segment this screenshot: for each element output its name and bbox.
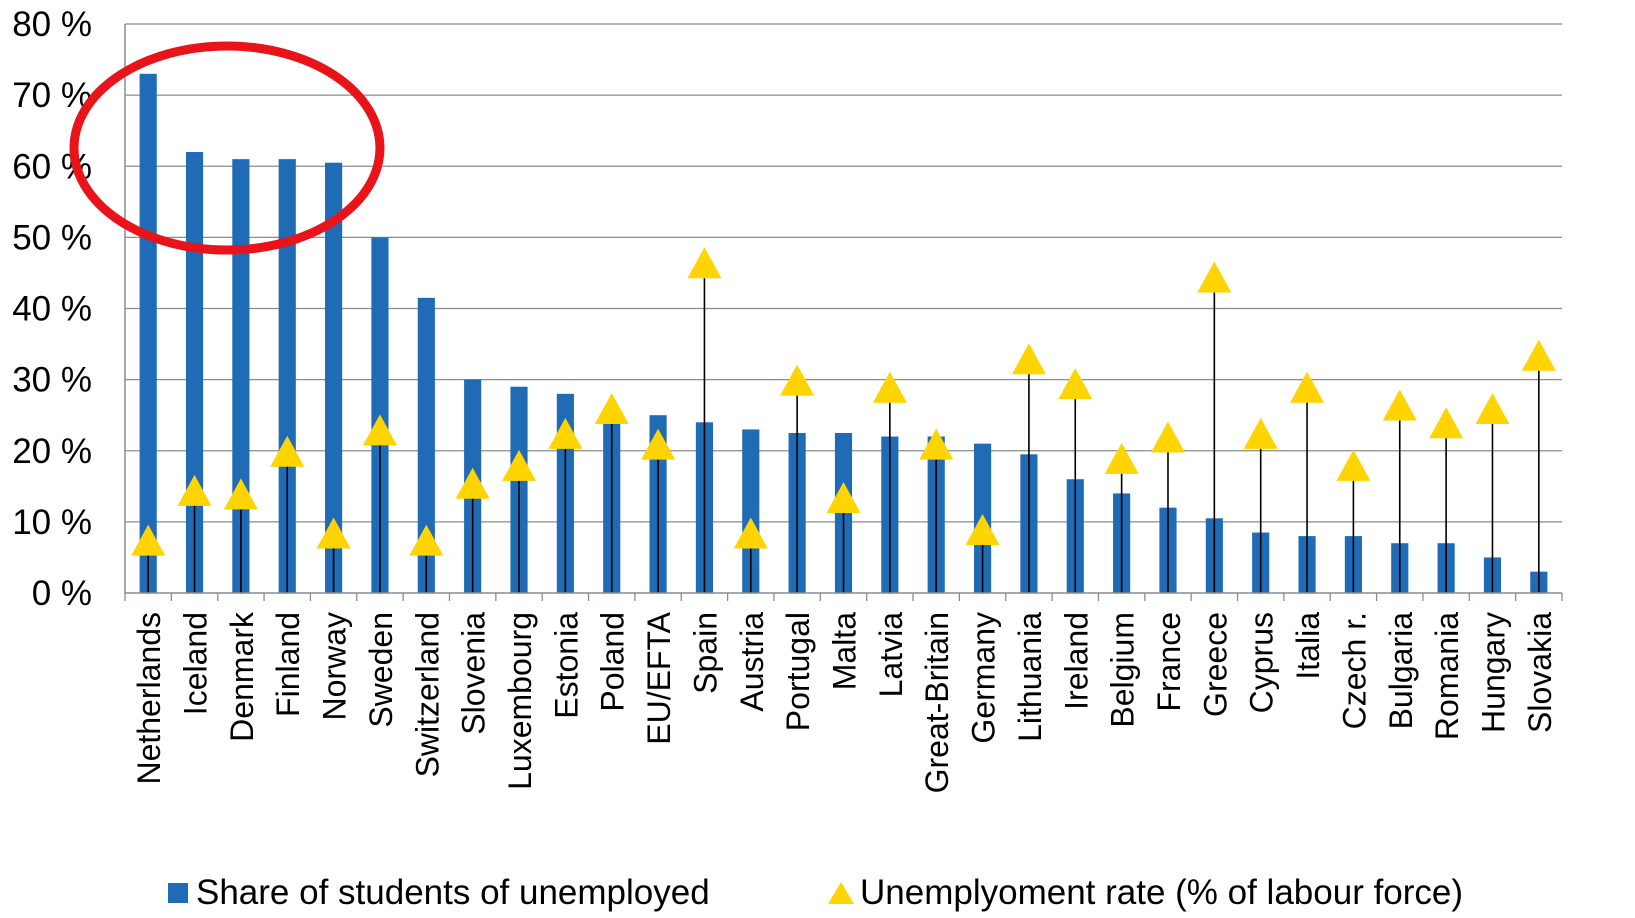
x-tick-label: Estonia	[548, 612, 584, 719]
triangle-marker	[1058, 368, 1093, 400]
legend-label-bars: Share of students of unemployed	[196, 873, 710, 912]
triangle-marker	[1011, 343, 1046, 375]
bar	[278, 159, 296, 593]
triangle-marker	[687, 247, 722, 279]
triangle-marker	[455, 467, 490, 499]
triangle-marker	[1336, 449, 1371, 481]
x-axis: Netherlands Iceland Denmark Finland Norway Sw…	[124, 592, 1563, 793]
x-tick-label: Cyprus	[1244, 612, 1280, 713]
triangle-marker	[965, 513, 1000, 545]
x-tick-label: EU/EFTA	[641, 611, 677, 744]
y-tick-label: 40 %	[12, 290, 92, 329]
bar	[139, 73, 157, 594]
x-tick-label: Spain	[687, 612, 723, 694]
y-tick-label: 30 %	[12, 361, 92, 400]
triangle-marker	[1521, 339, 1556, 371]
triangle-marker	[733, 517, 768, 549]
x-tick-label: Iceland	[178, 612, 214, 715]
square-icon	[168, 883, 188, 903]
triangle-marker	[826, 481, 861, 513]
triangle-marker	[270, 435, 305, 467]
triangle-marker	[362, 414, 397, 446]
legend-item-bars: Share of students of unemployed	[168, 868, 710, 918]
triangle-marker	[1382, 389, 1417, 421]
y-tick-label: 80 %	[12, 5, 92, 44]
x-tick-label: Greece	[1197, 612, 1233, 717]
triangle-marker	[131, 524, 166, 556]
triangle-marker	[1475, 393, 1510, 425]
triangle-marker	[316, 517, 351, 549]
x-tick-label: Portugal	[780, 612, 816, 731]
x-tick-label: Great-Britain	[919, 612, 955, 793]
x-tick-label: Czech r.	[1336, 612, 1372, 729]
x-tick-label: Romania	[1429, 612, 1465, 740]
bar	[742, 429, 760, 593]
highlight-ellipse	[69, 41, 385, 255]
x-tick-label: Netherlands	[131, 612, 167, 785]
y-tick-label: 50 %	[12, 218, 92, 257]
triangle-marker	[1429, 407, 1464, 439]
bar	[417, 297, 435, 593]
x-tick-label: Slovakia	[1522, 612, 1558, 733]
x-tick-label: Denmark	[224, 611, 260, 742]
x-tick-label: Ireland	[1058, 612, 1094, 710]
x-tick-label: Norway	[317, 612, 353, 720]
triangle-marker	[502, 449, 537, 481]
x-tick-label: Switzerland	[409, 612, 445, 777]
x-tick-label: Malta	[827, 612, 863, 690]
triangle-marker	[409, 524, 444, 556]
highlight-ellipse-shape	[69, 41, 385, 255]
legend-label-markers: Unemplyoment rate (% of labour force)	[860, 873, 1464, 912]
x-tick-label: Hungary	[1475, 612, 1511, 733]
triangle-icon	[828, 882, 854, 904]
x-tick-label: Italia	[1290, 612, 1326, 680]
y-tick-label: 70 %	[12, 76, 92, 115]
x-tick-label: France	[1151, 612, 1187, 712]
triangle-marker	[177, 474, 212, 506]
bar	[232, 159, 250, 593]
x-tick-label: Lithuania	[1012, 612, 1048, 742]
y-tick-label: 20 %	[12, 432, 92, 471]
triangle-marker	[1150, 421, 1185, 453]
triangle-marker	[1197, 261, 1232, 293]
x-tick-label: Slovenia	[456, 612, 492, 735]
x-tick-label: Latvia	[873, 612, 909, 698]
triangle-marker	[1290, 371, 1325, 403]
legend: Share of students of unemployed Unemplyo…	[0, 868, 1635, 918]
triangle-marker	[919, 428, 954, 460]
x-tick-label: Belgium	[1105, 612, 1141, 728]
bar	[325, 162, 343, 593]
triangle-marker	[872, 371, 907, 403]
triangle-marker	[780, 364, 815, 396]
x-tick-label: Germany	[966, 612, 1002, 744]
x-tick-label: Sweden	[363, 612, 399, 728]
triangle-marker	[548, 417, 583, 449]
x-tick-label: Luxembourg	[502, 612, 538, 790]
marker-series	[131, 247, 1556, 556]
gridlines	[125, 23, 1562, 523]
triangle-marker	[223, 478, 258, 510]
triangle-marker	[594, 393, 629, 425]
drop-lines	[147, 265, 1540, 593]
x-tick-label: Poland	[595, 612, 631, 712]
y-tick-label: 10 %	[12, 503, 92, 542]
x-tick-label: Finland	[270, 612, 306, 717]
y-tick-label: 0 %	[32, 574, 92, 613]
y-axis: 0 %10 %20 %30 %40 %50 %60 %70 %80 %	[12, 5, 126, 613]
triangle-marker	[1243, 417, 1278, 449]
x-tick-label: Austria	[734, 612, 770, 712]
x-tick-label: Bulgaria	[1383, 612, 1419, 730]
legend-item-markers: Unemplyoment rate (% of labour force)	[828, 868, 1463, 918]
triangle-marker	[1104, 442, 1139, 474]
triangle-marker	[641, 428, 676, 460]
